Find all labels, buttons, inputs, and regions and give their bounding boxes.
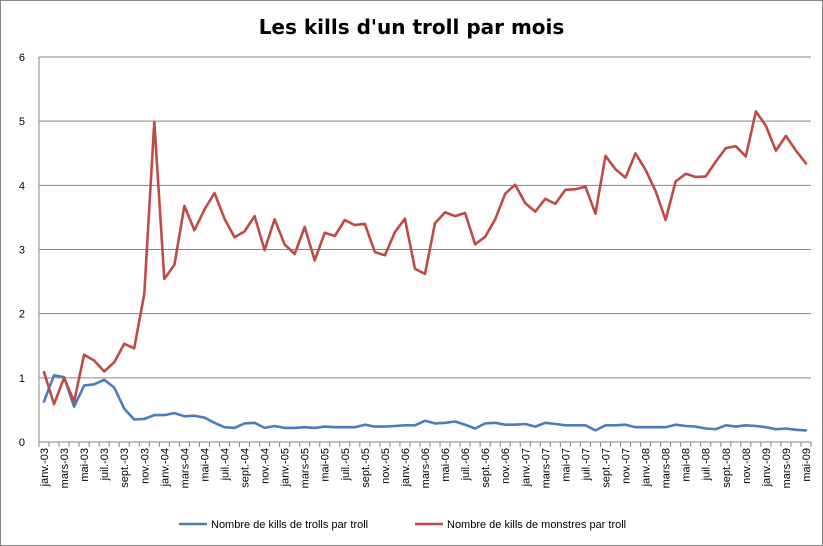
x-tick-label: janv.-04 xyxy=(159,448,171,487)
x-tick-label: nov.-06 xyxy=(500,448,512,484)
x-tick-label: mars-07 xyxy=(540,448,552,488)
legend-label-2: Nombre de kills de monstres par troll xyxy=(447,519,626,531)
y-tick-label: 0 xyxy=(19,437,25,449)
x-tick-label: sept.-04 xyxy=(240,448,252,488)
x-tick-label: mars-09 xyxy=(781,448,793,488)
series-layer xyxy=(42,110,808,432)
x-tick-label: sept.-07 xyxy=(600,448,612,488)
x-tick-label: mars-03 xyxy=(59,448,71,488)
x-tick-label: janv.-08 xyxy=(641,448,653,487)
x-tick-label: nov.-07 xyxy=(621,448,633,484)
y-tick-label: 5 xyxy=(19,116,25,128)
x-tick-label: mai-08 xyxy=(681,448,693,482)
x-tick-label: janv.-07 xyxy=(520,448,532,487)
series-line-1 xyxy=(42,373,808,432)
y-tick-label: 2 xyxy=(19,309,25,321)
legend-label-1: Nombre de kills de trolls par troll xyxy=(211,519,368,531)
x-tick-label: janv.-06 xyxy=(400,448,412,487)
x-tick-label: sept.-03 xyxy=(119,448,131,488)
x-tick-label: mars-05 xyxy=(300,448,312,488)
x-tick-label: mars-08 xyxy=(661,448,673,488)
x-tick-label: juil.-07 xyxy=(580,448,592,481)
x-tick-label: juil.-08 xyxy=(701,448,713,481)
legend: Nombre de kills de trolls par troll Nombr… xyxy=(179,519,626,531)
y-tick-label: 3 xyxy=(19,245,25,257)
series-line-2 xyxy=(42,110,808,406)
x-tick-label: nov.-03 xyxy=(139,448,151,484)
x-tick-label: juil.-06 xyxy=(460,448,472,481)
x-tick-label: mai-09 xyxy=(801,448,813,482)
x-tick-label: juil.-03 xyxy=(99,448,111,481)
x-tick-label: mai-05 xyxy=(320,448,332,482)
x-tick-label: nov.-04 xyxy=(260,448,272,484)
axes: 0 1 2 3 4 5 6 janv.-03 mars-03 mai-03 juil.-03 sept… xyxy=(19,52,813,488)
x-tick-label: sept.-08 xyxy=(721,448,733,488)
x-tick-label: mai-06 xyxy=(440,448,452,482)
x-tick-label: mars-06 xyxy=(420,448,432,488)
x-tick-label: mai-07 xyxy=(560,448,572,482)
x-tick-label: janv.-03 xyxy=(39,448,51,487)
x-tick-label: nov.-05 xyxy=(380,448,392,484)
x-tick-label: mai-04 xyxy=(199,448,211,482)
y-tick-label: 4 xyxy=(19,180,25,192)
gridlines xyxy=(39,56,811,379)
x-tick-label: sept.-06 xyxy=(480,448,492,488)
x-tick-label: juil.-04 xyxy=(219,448,231,481)
x-tick-label: mai-03 xyxy=(79,448,91,482)
x-tick-label: janv.-05 xyxy=(280,448,292,487)
y-tick-label: 6 xyxy=(19,52,25,64)
x-tick-label: juil.-05 xyxy=(340,448,352,481)
x-tick-label: mars-04 xyxy=(179,448,191,488)
x-tick-label: sept.-05 xyxy=(360,448,372,488)
x-tick-label: nov.-08 xyxy=(741,448,753,484)
y-tick-label: 1 xyxy=(19,373,25,385)
chart-title: Les kills d'un troll par mois xyxy=(258,15,565,39)
x-tick-label: janv.-09 xyxy=(761,448,773,487)
